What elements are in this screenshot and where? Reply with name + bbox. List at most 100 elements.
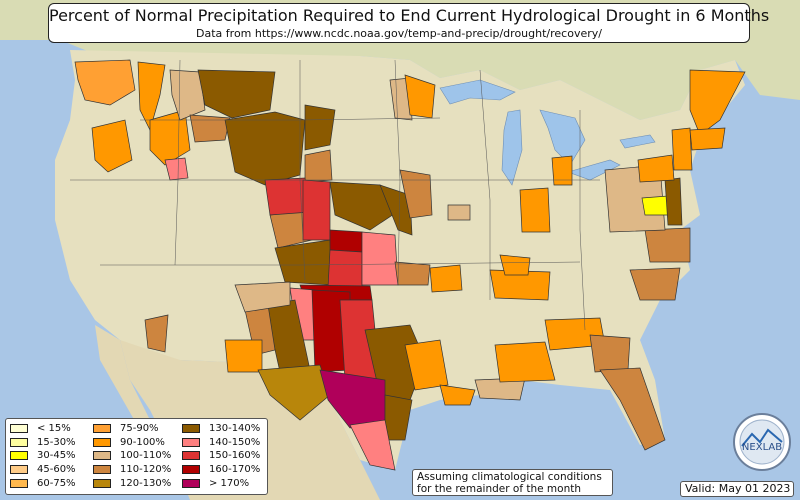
title-box: Percent of Normal Precipitation Required… [48,3,770,43]
region-maryland [641,195,671,216]
region-massachusetts [689,127,726,151]
assumption-line-2: for the remainder of the month [417,483,582,495]
region-four-corners [234,281,291,313]
legend-swatch [182,478,200,488]
map-title: Percent of Normal Precipitation Required… [49,6,770,25]
nexlab-logo: NEXLAB [733,413,791,471]
lake-ontario [619,134,656,149]
legend-label: 120-130% [120,477,172,489]
lake-michigan [501,109,523,186]
region-iowa-west [399,169,433,219]
region-oregon-central [91,119,133,173]
region-mississippi-alabama [494,341,556,383]
legend-item: 150-160% [182,449,268,463]
legend-swatch [182,437,200,447]
legend-label: 90-100% [120,436,165,448]
legend-label: 110-120% [120,464,172,476]
lake-erie [567,159,621,181]
legend-item: 120-130% [93,476,182,490]
drought-regions [74,59,746,471]
region-pennsylvania-east [637,154,675,183]
region-missouri-east [499,254,531,276]
legend-item: 75-90% [93,422,182,436]
region-nebraska-central [329,181,401,231]
region-kansas-east [361,231,399,286]
region-new-england [689,69,746,136]
legend-label: 100-110% [120,450,172,462]
legend-label: 30-45% [37,450,76,462]
region-texas-south [349,419,396,471]
legend-item: 30-45% [10,449,93,463]
great-lakes [439,79,656,186]
valid-date: Valid: May 01 2023 [680,481,794,497]
legend-item: 160-170% [182,463,268,477]
region-louisiana-coast [439,384,476,406]
legend-swatch [182,424,200,434]
legend-label: 140-150% [209,436,261,448]
legend-item: 45-60% [10,463,93,477]
region-idaho-north [137,61,166,131]
legend-item: 110-120% [93,463,182,477]
legend-label: 45-60% [37,464,76,476]
legend-label: 15-30% [37,436,76,448]
region-louisiana [404,339,449,391]
region-kansas-west [302,179,331,241]
region-missouri-west [394,261,431,286]
legend-swatch [10,465,28,475]
region-texas-west [257,364,331,421]
baja-land [95,325,150,430]
legend-swatch [93,478,111,488]
map-subtitle: Data from https://www.ncdc.noaa.gov/temp… [196,27,602,40]
legend-label: > 170% [209,477,250,489]
legend-label: 150-160% [209,450,261,462]
legend-swatch [10,424,28,434]
legend-swatch [93,465,111,475]
region-arkansas-east [429,264,463,293]
legend-item: 15-30% [10,436,93,450]
legend-item: 90-100% [93,436,182,450]
legend-item: < 15% [10,422,93,436]
region-california-south [144,314,169,353]
region-florida [599,367,666,451]
region-kansas-central [329,229,363,253]
region-arizona-south [224,339,263,373]
legend-swatch [10,437,28,447]
region-north-carolina [644,227,691,263]
region-michigan [551,155,573,186]
region-montana-sw [189,114,231,143]
legend-label: 130-140% [209,423,261,435]
state-boundaries [70,59,600,331]
legend-swatch [93,437,111,447]
legend-swatch [182,451,200,461]
region-nebraska-west [304,149,333,183]
region-illinois-small [447,204,471,221]
region-texas-east [384,394,413,441]
region-new-jersey-ny [671,127,693,171]
logo-text: NEXLAB [742,442,782,453]
region-delmarva [664,177,683,226]
legend-swatch [93,424,111,434]
legend-label: 60-75% [37,477,76,489]
legend-item: 140-150% [182,436,268,450]
legend-swatch [10,478,28,488]
region-montana-central [197,69,276,119]
assumption-note: Assuming climatological conditions for t… [412,469,613,496]
legend-item: 130-140% [182,422,268,436]
legend-swatch [182,465,200,475]
region-washington-west [74,59,136,106]
legend-label: 160-170% [209,464,261,476]
legend-label: < 15% [37,423,71,435]
legend-label: 75-90% [120,423,159,435]
legend-swatch [93,451,111,461]
region-south-dakota-west [304,104,336,151]
assumption-line-1: Assuming climatological conditions [417,471,602,483]
legend-item: 60-75% [10,476,93,490]
region-south-carolina [629,267,681,301]
region-kansas-south [327,249,363,289]
lake-superior [439,79,516,105]
legend-item: 100-110% [93,449,182,463]
region-kentucky [489,269,551,301]
region-georgia [589,334,631,373]
